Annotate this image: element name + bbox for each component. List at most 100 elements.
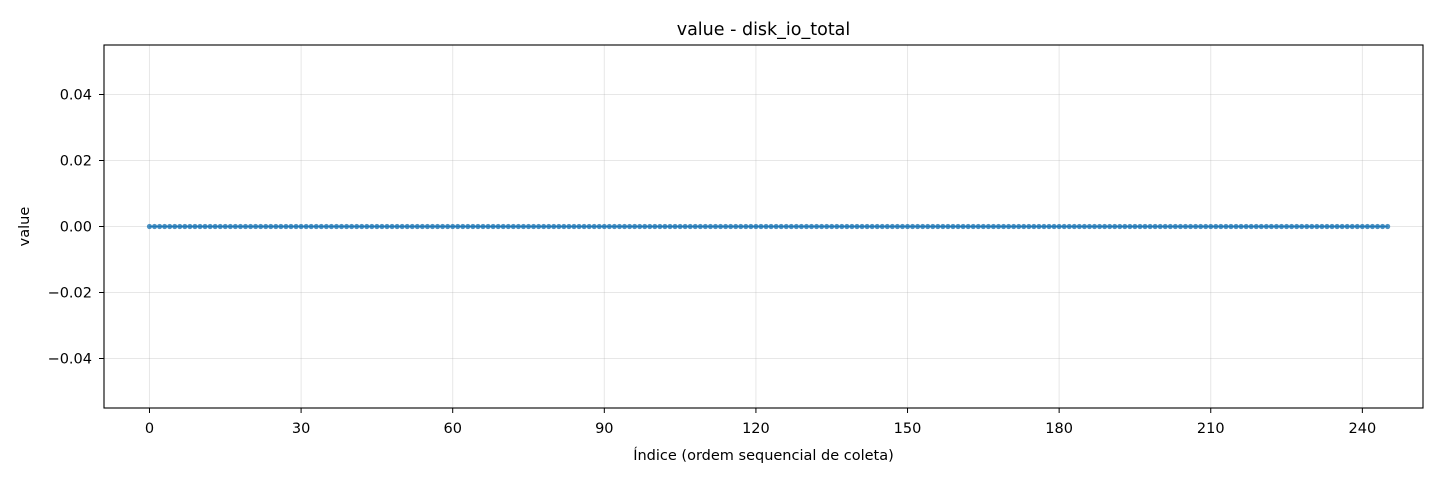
data-point (1339, 223, 1345, 230)
data-point (950, 223, 956, 230)
data-point (551, 223, 557, 230)
data-point (465, 223, 471, 230)
data-point (879, 223, 885, 230)
data-point (717, 223, 724, 230)
data-point (1208, 223, 1214, 230)
data-point (1021, 223, 1027, 230)
data-point (798, 223, 805, 230)
data-point (338, 223, 345, 230)
data-point (1248, 223, 1254, 230)
data-point (222, 223, 228, 230)
data-point (1172, 223, 1178, 230)
y-tick-label: −0.02 (48, 286, 92, 302)
data-point (834, 223, 840, 230)
x-tick-label: 180 (1045, 421, 1073, 437)
data-point (202, 223, 208, 230)
data-point (803, 223, 810, 230)
y-axis-title: value (17, 207, 33, 247)
data-point (1233, 223, 1239, 230)
data-point (424, 223, 431, 230)
data-point (349, 223, 355, 230)
data-point (702, 223, 708, 230)
data-point (1379, 223, 1386, 230)
data-point (707, 223, 714, 230)
data-point (394, 223, 400, 230)
data-point (1016, 223, 1022, 230)
data-point (343, 223, 350, 230)
data-point (965, 223, 971, 230)
data-point (1223, 223, 1229, 230)
data-point (1273, 223, 1280, 230)
data-point (1000, 223, 1007, 230)
data-point (1319, 223, 1325, 230)
data-point (1289, 223, 1295, 230)
data-point (1061, 223, 1067, 230)
data-point (328, 223, 335, 230)
data-point (404, 223, 410, 230)
data-point (596, 223, 602, 230)
data-point (1309, 223, 1315, 230)
data-point (253, 223, 259, 230)
data-point (515, 223, 522, 230)
data-point (1142, 223, 1148, 230)
data-point (662, 223, 668, 230)
data-point (738, 223, 744, 230)
data-point (333, 223, 340, 230)
data-point (930, 223, 936, 230)
data-point (419, 223, 425, 230)
data-point (530, 223, 537, 230)
data-point (1122, 223, 1128, 230)
data-point (1167, 223, 1173, 230)
data-point (1203, 223, 1209, 230)
data-point (156, 223, 163, 230)
data-point (642, 223, 648, 230)
data-point (1102, 223, 1108, 230)
data-point (844, 223, 850, 230)
data-point (616, 223, 623, 230)
data-point (773, 223, 779, 230)
data-point (369, 223, 375, 230)
data-point (915, 223, 921, 230)
data-point (859, 223, 865, 230)
data-point (824, 223, 830, 230)
data-point (541, 223, 547, 230)
data-point (819, 223, 825, 230)
data-point (1253, 223, 1259, 230)
data-point (1364, 223, 1371, 230)
data-point (268, 223, 274, 230)
data-point (1152, 223, 1158, 230)
data-point (480, 223, 486, 230)
data-point (1177, 223, 1184, 230)
data-point (1228, 223, 1234, 230)
data-point (308, 223, 314, 230)
data-point (495, 223, 501, 230)
data-point (1294, 223, 1300, 230)
data-point (1091, 223, 1098, 230)
data-point (778, 223, 784, 230)
data-point (1137, 223, 1143, 230)
data-point (813, 223, 820, 230)
data-point (1192, 223, 1199, 230)
data-point (1359, 223, 1365, 230)
data-point (207, 223, 213, 230)
data-point (505, 223, 511, 230)
data-point (935, 223, 941, 230)
data-point (677, 223, 683, 230)
data-point (874, 223, 880, 230)
data-point (1324, 223, 1330, 230)
data-point (212, 223, 218, 230)
data-point (1329, 223, 1335, 230)
data-point (955, 223, 961, 230)
data-point (450, 223, 456, 230)
data-point (470, 223, 476, 230)
data-point (839, 223, 845, 230)
data-point (409, 223, 415, 230)
data-point (1006, 223, 1012, 230)
data-point (723, 223, 729, 230)
data-point (864, 223, 870, 230)
data-point (490, 223, 496, 230)
data-point (146, 223, 153, 230)
data-point (247, 223, 254, 230)
data-point (1369, 223, 1376, 230)
